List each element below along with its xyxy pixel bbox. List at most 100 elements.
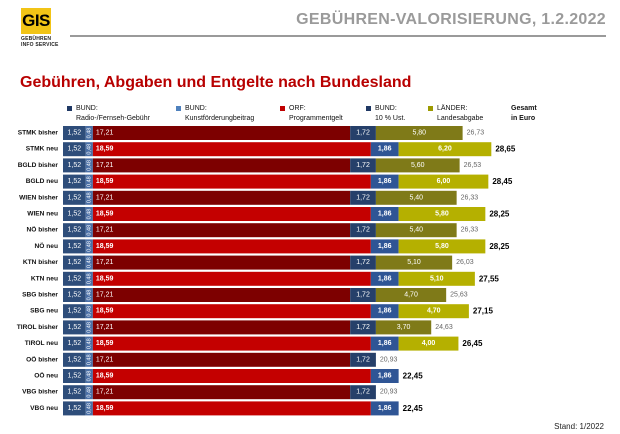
legend-line2: 10 % Ust. (375, 115, 406, 122)
value-total: 22,45 (403, 372, 424, 381)
value-kunst: 0,48 (86, 257, 92, 268)
bar-kunst (85, 190, 93, 205)
value-ust: 1,72 (356, 194, 370, 201)
row-label: BGLD bisher (18, 162, 59, 169)
bar-orf (92, 336, 371, 351)
row-label: KTN bisher (23, 259, 59, 266)
value-radio: 1,52 (68, 227, 82, 234)
value-total: 22,45 (403, 404, 424, 413)
gis-logo: GIS (21, 8, 51, 34)
bar-radio (63, 304, 86, 319)
bar-ust (370, 304, 399, 319)
value-orf: 17,21 (96, 292, 114, 299)
value-kunst: 0,48 (86, 209, 92, 220)
footer-stand: Stand: 1/2022 (554, 422, 604, 431)
bar-orf (92, 158, 351, 173)
bar-ust (350, 255, 376, 270)
value-total: 20,93 (380, 389, 398, 396)
bar-orf (92, 352, 351, 367)
value-radio: 1,52 (68, 146, 82, 153)
value-orf: 18,59 (96, 340, 114, 347)
value-orf: 17,21 (96, 356, 114, 363)
value-ust: 1,86 (378, 405, 392, 412)
bar-radio (63, 401, 86, 416)
value-total: 26,53 (464, 162, 482, 169)
bar-ust (350, 288, 376, 302)
bar-orf (92, 207, 371, 221)
value-radio: 1,52 (68, 324, 82, 331)
legend-swatch-radio (67, 106, 72, 111)
value-total: 26,33 (461, 227, 479, 234)
bar-land (398, 271, 475, 286)
row-label: OÖ bisher (26, 354, 58, 363)
header-title: GEBÜHREN-VALORISIERUNG, 1.2.2022 (296, 11, 606, 28)
bar-ust (370, 369, 399, 383)
bar-ust (370, 401, 399, 416)
value-land: 6,20 (438, 146, 452, 153)
bar-land (375, 255, 453, 270)
bar-kunst (85, 207, 93, 221)
value-radio: 1,52 (68, 259, 82, 266)
bar-land (375, 223, 457, 238)
bar-kunst (85, 239, 93, 254)
value-orf: 18,59 (96, 243, 114, 250)
value-kunst: 0,48 (86, 354, 92, 365)
bar-orf (92, 320, 351, 335)
value-ust: 1,72 (356, 130, 370, 137)
bar-orf (92, 142, 371, 157)
value-kunst: 0,48 (86, 322, 92, 333)
bar-orf (92, 239, 371, 254)
value-land: 5,40 (409, 227, 423, 234)
bar-kunst (85, 288, 93, 302)
legend-total: Gesamt in Euro (511, 104, 537, 124)
value-radio: 1,52 (68, 275, 82, 282)
bar-land (375, 288, 447, 302)
bar-land (375, 158, 460, 173)
bar-kunst (85, 385, 93, 400)
legend-swatch-kunst (176, 106, 181, 111)
bar-orf (92, 288, 351, 302)
value-land: 5,80 (435, 211, 449, 218)
value-orf: 17,21 (96, 259, 114, 266)
row-label: NÖ bisher (26, 225, 58, 234)
value-total: 27,55 (479, 274, 500, 283)
bar-ust (350, 385, 376, 400)
bar-ust (350, 352, 376, 367)
value-kunst: 0,48 (86, 128, 92, 139)
value-radio: 1,52 (68, 356, 82, 363)
value-kunst: 0,48 (86, 225, 92, 236)
value-kunst: 0,48 (86, 192, 92, 203)
bar-ust (350, 320, 376, 335)
bar-kunst (85, 142, 93, 157)
value-land: 4,00 (422, 340, 436, 347)
row-label: STMK bisher (18, 130, 59, 137)
value-kunst: 0,48 (86, 160, 92, 171)
bar-ust (350, 158, 376, 173)
value-land: 4,70 (404, 292, 418, 299)
value-orf: 18,59 (96, 211, 114, 218)
value-land: 5,40 (409, 194, 423, 201)
legend-total-line1: Gesamt (511, 105, 537, 112)
row-label: TIROL bisher (17, 324, 59, 331)
value-land: 5,80 (435, 243, 449, 250)
value-radio: 1,52 (68, 373, 82, 380)
value-kunst: 0,48 (86, 387, 92, 398)
bar-ust (370, 239, 399, 254)
value-radio: 1,52 (68, 389, 82, 396)
value-orf: 17,21 (96, 324, 114, 331)
legend-line1: ORF: (289, 105, 306, 112)
bar-kunst (85, 174, 93, 189)
value-radio: 1,52 (68, 405, 82, 412)
value-kunst: 0,48 (86, 306, 92, 317)
bar-radio (63, 190, 86, 205)
bar-kunst (85, 320, 93, 335)
value-land: 6,00 (437, 178, 451, 185)
bar-radio (63, 142, 86, 157)
chart-title: Gebühren, Abgaben und Entgelte nach Bund… (20, 74, 412, 91)
value-land: 5,10 (407, 259, 421, 266)
bar-kunst (85, 401, 93, 416)
value-kunst: 0,48 (86, 290, 92, 301)
legend-line2: Programmentgelt (289, 115, 343, 122)
bar-radio (63, 126, 86, 140)
value-ust: 1,86 (378, 211, 392, 218)
